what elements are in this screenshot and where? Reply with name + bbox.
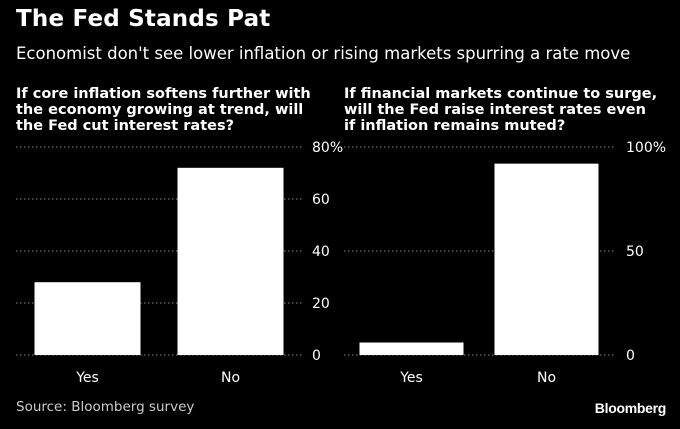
category-label: No bbox=[537, 370, 556, 386]
y-tick-label: 40 bbox=[312, 244, 330, 260]
category-label: No bbox=[221, 370, 240, 386]
bar-no bbox=[177, 167, 284, 355]
y-tick-label: 60 bbox=[312, 192, 330, 208]
bar-no bbox=[494, 163, 599, 355]
y-tick-label: 0 bbox=[312, 348, 321, 364]
bar-yes bbox=[34, 282, 141, 355]
y-tick-label: 80% bbox=[312, 140, 343, 156]
right-panel-question: If financial markets continue to surge, … bbox=[344, 86, 658, 134]
chart-title: The Fed Stands Pat bbox=[16, 6, 271, 32]
y-tick-label: 100% bbox=[626, 140, 666, 156]
left-panel-question: If core inflation softens further with t… bbox=[16, 86, 311, 134]
chart-subtitle: Economist don't see lower inflation or r… bbox=[16, 44, 631, 63]
y-tick-label: 20 bbox=[312, 296, 330, 312]
category-label: Yes bbox=[399, 370, 423, 386]
bar-yes bbox=[359, 342, 464, 355]
y-tick-label: 0 bbox=[626, 348, 635, 364]
bloomberg-logo: Bloomberg bbox=[594, 400, 667, 416]
source-note: Source: Bloomberg survey bbox=[16, 399, 195, 415]
category-label: Yes bbox=[75, 370, 99, 386]
y-tick-label: 50 bbox=[626, 244, 644, 260]
